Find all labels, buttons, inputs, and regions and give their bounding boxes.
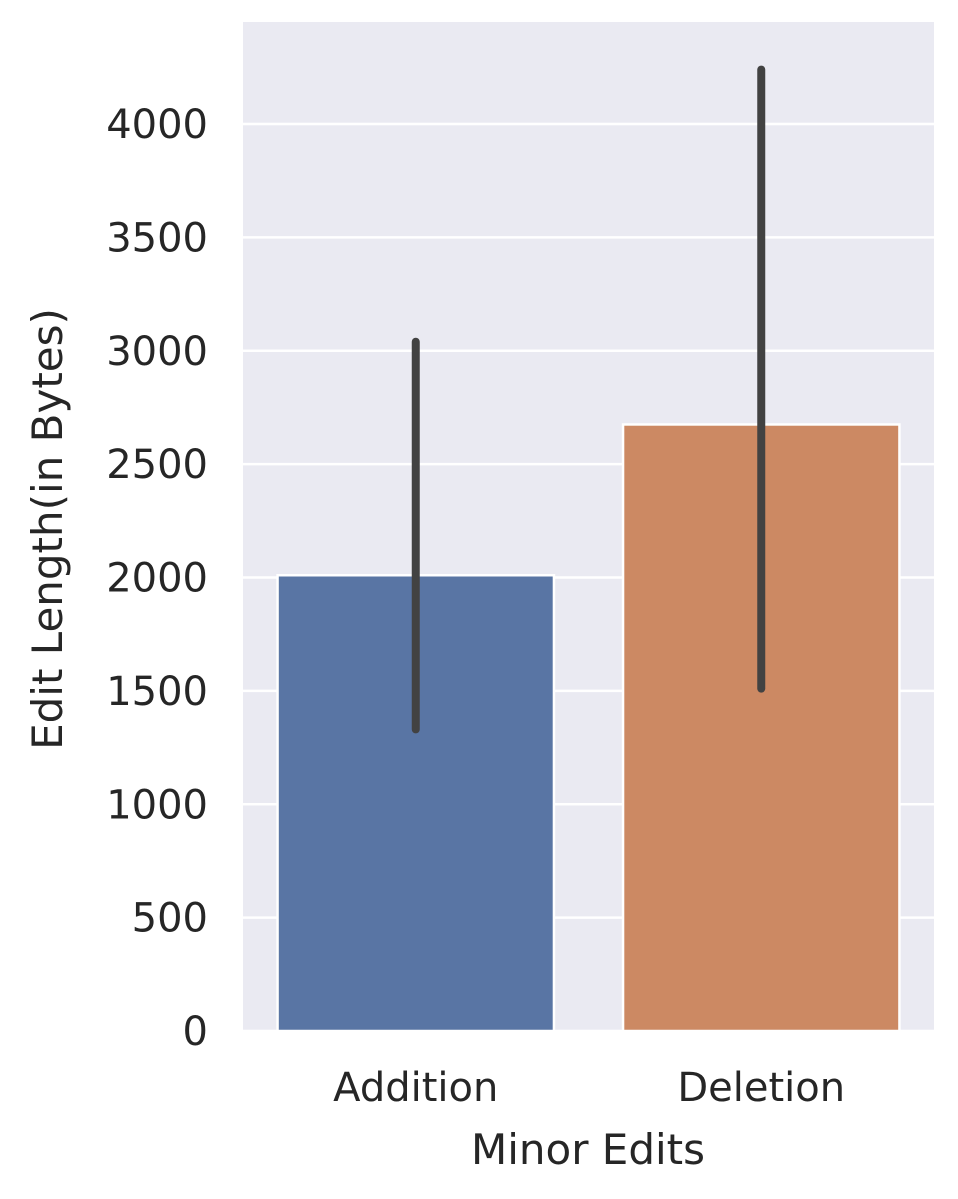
x-tick-label: Deletion (677, 1065, 845, 1111)
y-axis-title: Edit Length(in Bytes) (23, 308, 72, 750)
y-tick-label: 500 (132, 896, 208, 942)
x-axis-title: Minor Edits (471, 1125, 705, 1174)
y-tick-label: 3500 (106, 215, 208, 261)
y-tick-label: 3000 (106, 329, 208, 375)
y-tick-label: 2500 (106, 442, 208, 488)
y-tick-label: 1000 (106, 782, 208, 828)
y-tick-label: 2000 (106, 556, 208, 602)
x-tick-label: Addition (333, 1065, 498, 1111)
x-tick-labels: Addition Deletion (333, 1065, 845, 1111)
y-tick-label: 4000 (106, 102, 208, 148)
y-tick-labels: 0 500 1000 1500 2000 2500 3000 3500 4000 (106, 102, 208, 1055)
y-tick-label: 1500 (106, 669, 208, 715)
y-tick-label: 0 (183, 1009, 208, 1055)
error-bars (411, 65, 766, 734)
